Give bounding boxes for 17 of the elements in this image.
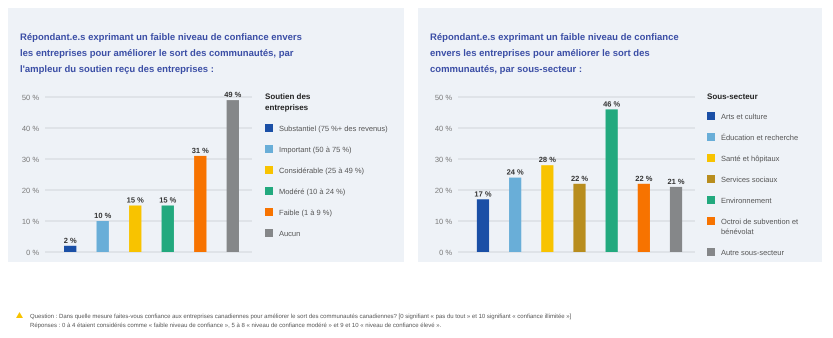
bar [162,206,174,252]
bar [96,221,109,252]
chart-title: Répondant.e.s exprimant un faible niveau de confiance envers les entreprises pour améliorer le sort des communautés, par l'ampleur du soutien reçu des entreprises : [20,32,302,75]
bar [64,246,76,252]
bar [226,100,239,252]
bar [638,184,650,252]
bar [476,199,490,252]
bar [509,178,522,252]
bar [194,156,206,252]
bar [541,165,554,252]
bar [129,206,142,252]
legend-title: Sous-secteur [707,92,758,101]
bar [670,186,682,252]
chart-title: Répondant.e.s exprimant un faible niveau de confiance envers les entreprises pour améliorer le sort des communautés, par sous-secteur : [430,32,679,75]
legend-title: Soutien des entreprises [265,92,311,112]
bar [606,109,618,252]
bar [573,184,586,252]
